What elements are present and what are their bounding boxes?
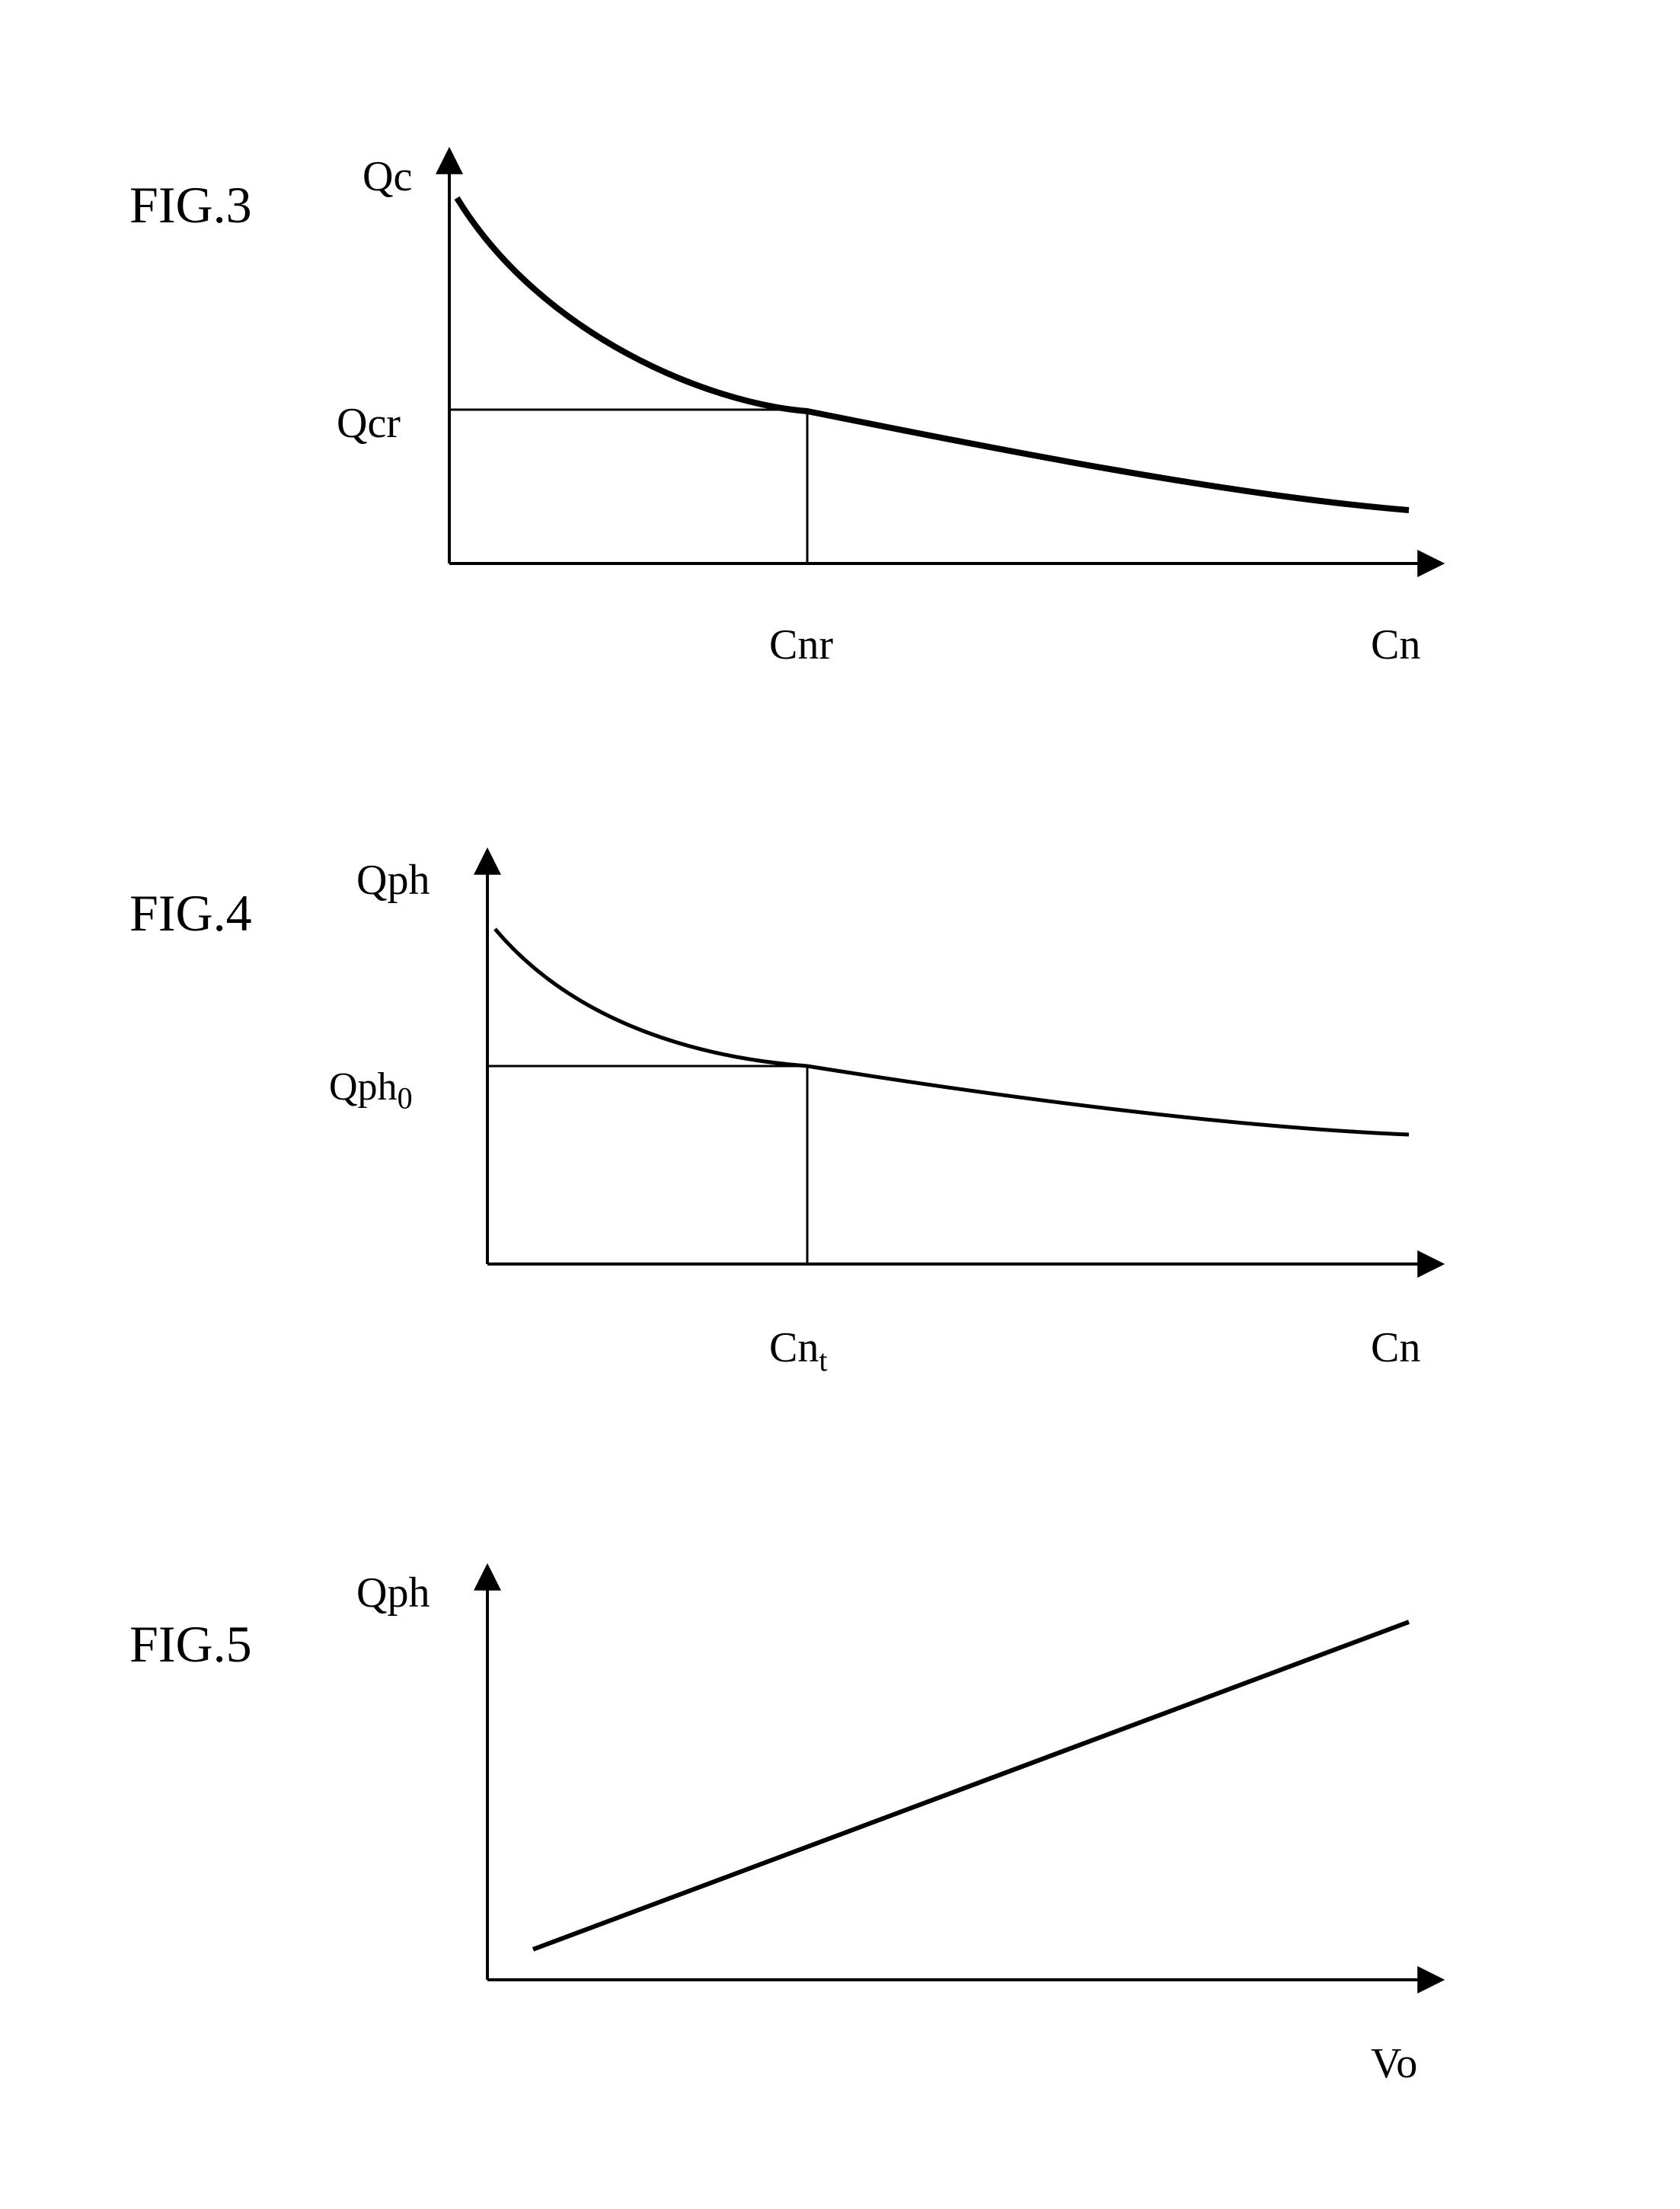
fig4-x-axis-label: Cn <box>1371 1323 1420 1372</box>
fig3-curve <box>457 198 1409 510</box>
fig4-qph0-sub: 0 <box>398 1081 413 1115</box>
page: FIG.3 Qc Qcr Cnr Cn FIG.4 <box>0 0 1680 2209</box>
fig4-qph0-main: Qph <box>329 1065 398 1109</box>
fig3-y-axis-label: Qc <box>363 152 412 201</box>
fig3-cnr-label: Cnr <box>769 621 833 669</box>
fig5-line <box>533 1622 1409 1949</box>
fig4-cnt-label: Cnt <box>769 1323 827 1378</box>
fig3-label: FIG.3 <box>129 175 252 235</box>
fig4-y-axis-label: Qph <box>356 856 430 905</box>
fig5-x-axis-label: Vo <box>1371 2039 1417 2088</box>
fig5-y-axis-label: Qph <box>356 1569 430 1617</box>
fig3-plot <box>312 137 1470 685</box>
fig5-plot <box>312 1553 1470 2102</box>
fig4-cnt-main: Cn <box>769 1324 819 1371</box>
fig4-plot <box>312 838 1470 1386</box>
fig4-curve <box>495 929 1409 1135</box>
fig4-qph0-label: Qph0 <box>329 1065 413 1116</box>
fig4-cnt-sub: t <box>819 1343 827 1377</box>
fig3-qcr-label: Qcr <box>337 399 401 448</box>
fig3-x-axis-label: Cn <box>1371 621 1420 669</box>
fig5-label: FIG.5 <box>129 1614 252 1674</box>
fig4-label: FIG.4 <box>129 883 252 943</box>
